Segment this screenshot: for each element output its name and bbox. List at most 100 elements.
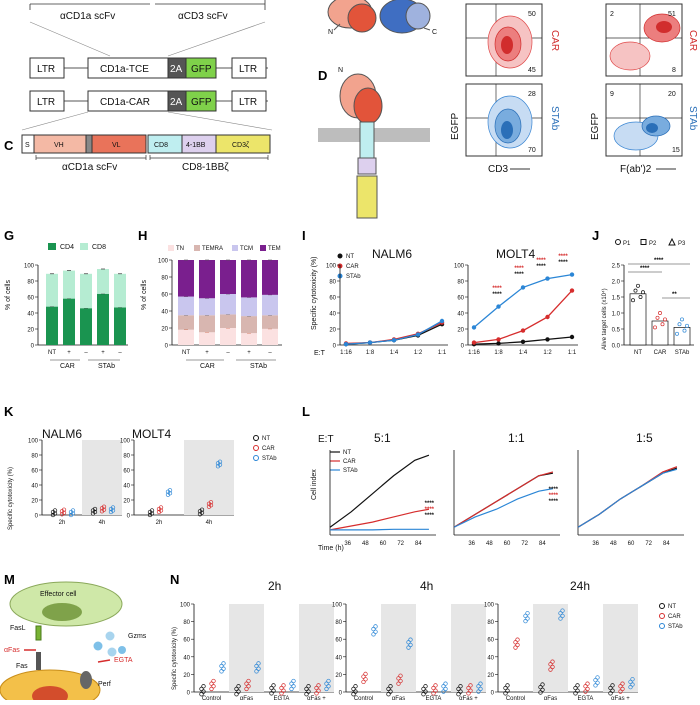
h-bar bbox=[241, 316, 257, 334]
c-terminus-label: C bbox=[432, 29, 437, 36]
n-point bbox=[408, 642, 413, 648]
n-point bbox=[291, 684, 296, 689]
k-point bbox=[110, 505, 116, 510]
n-point bbox=[620, 681, 625, 686]
j-legend-p1: P1 bbox=[623, 241, 631, 247]
n-x-tick-label: αFas + bbox=[611, 696, 630, 700]
n-point bbox=[271, 688, 276, 693]
n-point bbox=[575, 683, 580, 688]
i-molt4-y-tick-label: 20 bbox=[457, 328, 464, 334]
car-flow-label: CAR bbox=[549, 30, 560, 51]
quadrant-value: 8 bbox=[672, 67, 676, 74]
i-nalm6-x-tick-label: 1:1 bbox=[438, 350, 447, 356]
i-molt4-point bbox=[520, 285, 526, 290]
h-bar bbox=[220, 260, 236, 294]
tce-label: CD1a-TCE bbox=[100, 64, 149, 75]
k-y-tick-label: 80 bbox=[123, 454, 130, 460]
quadrant-value: 9 bbox=[610, 91, 614, 98]
panel-label-i: I bbox=[302, 228, 306, 243]
n-point bbox=[221, 661, 226, 666]
g-y-tick-label: 60 bbox=[27, 296, 34, 302]
h-x-tick-label: – bbox=[226, 350, 230, 356]
n-point bbox=[304, 686, 309, 692]
n-point bbox=[593, 677, 598, 683]
n-point bbox=[386, 686, 391, 692]
g-bar bbox=[80, 308, 92, 345]
n-point bbox=[246, 678, 251, 684]
l-x-tick-label: 84 bbox=[663, 541, 670, 547]
n-point bbox=[595, 680, 600, 685]
n-point bbox=[388, 689, 393, 694]
n-point bbox=[550, 664, 555, 670]
n-x-tick-label: EGTA bbox=[578, 696, 594, 700]
car-flow-label: CAR bbox=[687, 30, 698, 51]
i-title-molt4: MOLT4 bbox=[496, 247, 535, 261]
l-sig-star: **** bbox=[549, 487, 559, 493]
i-nalm6-y-tick-label: 20 bbox=[329, 328, 336, 334]
g-x-tick-label: – bbox=[118, 350, 122, 356]
n-point bbox=[421, 692, 426, 697]
i-nalm6-y-tick-label: 60 bbox=[329, 296, 336, 302]
n-point bbox=[324, 686, 329, 692]
j-y-tick-label: 1.0 bbox=[612, 312, 621, 318]
gfp-label: GFP bbox=[191, 97, 212, 108]
j-bar bbox=[651, 320, 669, 346]
n-point bbox=[573, 691, 578, 696]
l-x-tick-label: 48 bbox=[610, 541, 617, 547]
i-nalm6-y-tick-label: 0 bbox=[333, 344, 337, 350]
n-point bbox=[289, 681, 294, 686]
k-point bbox=[52, 508, 58, 513]
quadrant-value: 20 bbox=[668, 91, 676, 98]
h-bar bbox=[241, 260, 257, 298]
n-point bbox=[505, 688, 510, 693]
i-ylabel: Specific cytotoxicity (%) bbox=[311, 256, 318, 330]
gfp-label: GFP bbox=[191, 64, 212, 75]
h-x-tick-label: NT bbox=[182, 350, 190, 356]
g-bar bbox=[97, 269, 109, 294]
n-point bbox=[618, 689, 623, 694]
h-bar bbox=[262, 315, 278, 329]
n-x-tick-label: αFas bbox=[392, 696, 405, 700]
l-x-tick-label: 60 bbox=[380, 541, 387, 547]
g-x-tick-label: – bbox=[84, 350, 88, 356]
j-point bbox=[682, 328, 687, 333]
i-legend-car: CAR bbox=[346, 264, 359, 270]
l-series-line bbox=[330, 528, 429, 531]
t2a-label: 2A bbox=[170, 97, 183, 108]
i-sig-star: **** bbox=[536, 264, 546, 270]
n-point bbox=[269, 691, 274, 696]
n-legend-nt: NT bbox=[668, 604, 676, 610]
i-molt4-x-tick-label: 1:4 bbox=[519, 350, 528, 356]
n-legend-car: CAR bbox=[668, 614, 681, 620]
fab-axis-label: F(ab')2 bbox=[620, 164, 652, 175]
stab-flow-label: STAb bbox=[687, 106, 698, 131]
signal-peptide-label: S bbox=[25, 142, 30, 149]
n-point bbox=[423, 684, 428, 689]
n-x-tick-label: EGTA bbox=[426, 696, 442, 700]
j-point bbox=[675, 331, 679, 336]
i-nalm6-point bbox=[367, 340, 373, 345]
n-point bbox=[201, 689, 206, 694]
i-molt4-y-tick-label: 100 bbox=[454, 264, 465, 270]
i-molt4-x-tick-label: 1:16 bbox=[468, 350, 480, 356]
panel-label-c: C bbox=[4, 138, 14, 153]
i-nalm6-point bbox=[415, 332, 421, 337]
fasl-label: FasL bbox=[10, 625, 26, 632]
n-point bbox=[628, 679, 633, 685]
panel-label-j: J bbox=[592, 228, 599, 243]
n-point bbox=[373, 624, 378, 629]
n-x-tick-label: αFas bbox=[240, 696, 253, 700]
quadrant-value: 45 bbox=[528, 67, 536, 74]
k-y-tick-label: 100 bbox=[28, 439, 39, 445]
n-y-tick-label: 20 bbox=[335, 673, 342, 679]
j-sig: **** bbox=[654, 258, 664, 264]
n-point bbox=[209, 681, 214, 686]
chart-marks-layer: 0 20 40 60 80 100 NT + – + – 0 20 40 60 80 100 NT + – + – 0 20 4… bbox=[24, 254, 694, 702]
h-legend-tem: TEM bbox=[268, 246, 281, 252]
n-point bbox=[398, 678, 403, 684]
n-y-tick-label: 80 bbox=[183, 620, 190, 626]
k-y-tick-label: 80 bbox=[31, 454, 38, 460]
h-bar bbox=[262, 294, 278, 316]
k-point bbox=[158, 505, 164, 510]
n-point bbox=[371, 632, 376, 637]
